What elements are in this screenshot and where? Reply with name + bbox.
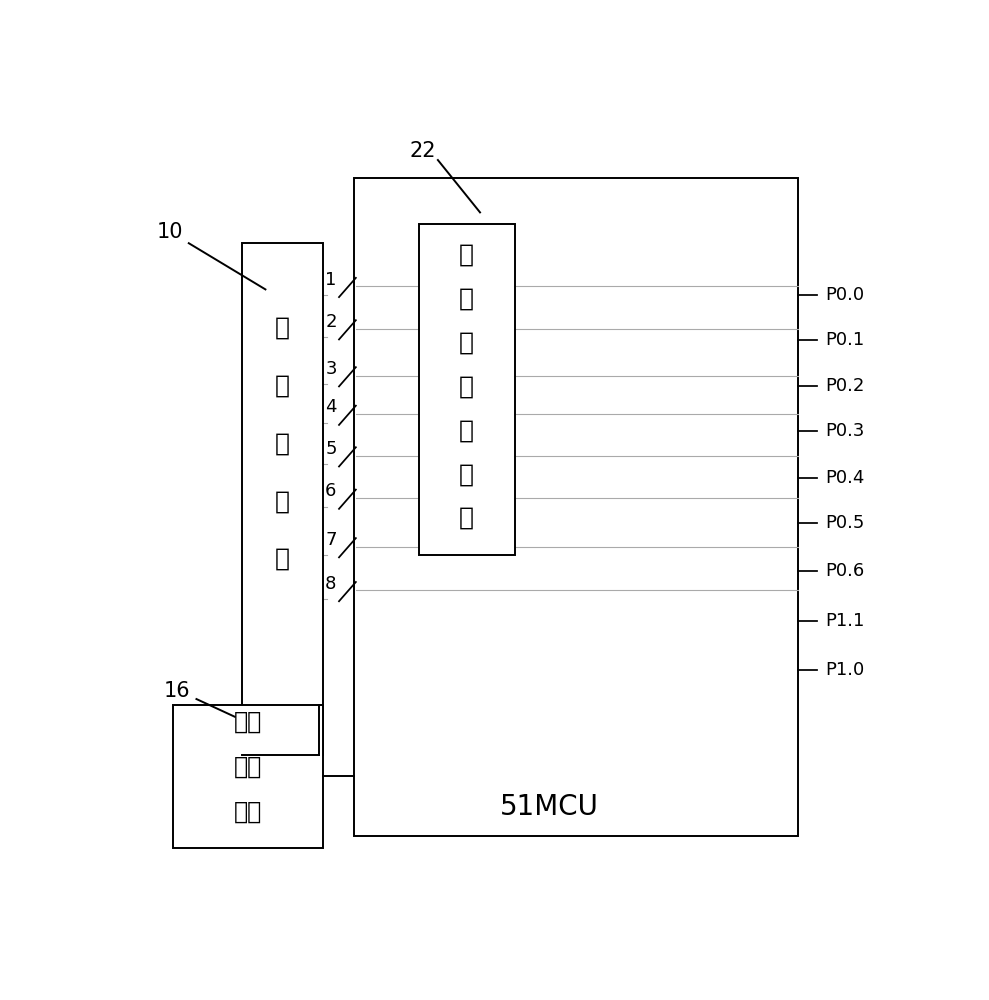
Text: 生: 生 <box>459 462 474 486</box>
Text: 1: 1 <box>325 271 336 289</box>
Text: 8: 8 <box>325 575 336 593</box>
Text: 4: 4 <box>325 398 336 416</box>
Text: 7: 7 <box>325 531 336 549</box>
Text: 六: 六 <box>275 374 290 398</box>
Text: 电源: 电源 <box>233 799 262 823</box>
Text: 3: 3 <box>325 360 336 378</box>
Text: 第: 第 <box>275 316 290 340</box>
Text: 器: 器 <box>275 547 290 571</box>
Text: 信: 信 <box>459 331 474 355</box>
Text: 号: 号 <box>459 374 474 398</box>
Text: P0.3: P0.3 <box>825 422 864 440</box>
Text: P0.4: P0.4 <box>825 469 864 487</box>
Text: 第六: 第六 <box>233 710 262 734</box>
Text: P0.6: P0.6 <box>825 562 864 580</box>
Text: P0.2: P0.2 <box>825 377 864 395</box>
Text: 电: 电 <box>275 489 290 513</box>
Text: 继: 继 <box>275 431 290 455</box>
Text: P1.1: P1.1 <box>825 611 864 630</box>
Text: 开关: 开关 <box>233 755 262 779</box>
Bar <box>418 224 514 555</box>
Text: 发: 发 <box>459 418 474 442</box>
Text: 2: 2 <box>325 313 336 331</box>
Text: 6: 6 <box>325 482 336 500</box>
Text: P0.1: P0.1 <box>825 331 864 349</box>
Text: 器: 器 <box>459 506 474 530</box>
Text: P0.5: P0.5 <box>825 514 864 532</box>
Text: P1.0: P1.0 <box>825 661 864 679</box>
Text: 51MCU: 51MCU <box>499 793 598 821</box>
Bar <box>173 705 322 848</box>
Bar <box>242 243 322 755</box>
Text: 5: 5 <box>325 440 336 458</box>
Text: 脉: 脉 <box>459 243 474 267</box>
Text: P0.0: P0.0 <box>825 286 864 304</box>
Text: 22: 22 <box>409 141 436 161</box>
Text: 10: 10 <box>156 222 183 242</box>
Text: 16: 16 <box>164 681 191 701</box>
Text: 冲: 冲 <box>459 287 474 311</box>
Bar <box>354 178 798 836</box>
